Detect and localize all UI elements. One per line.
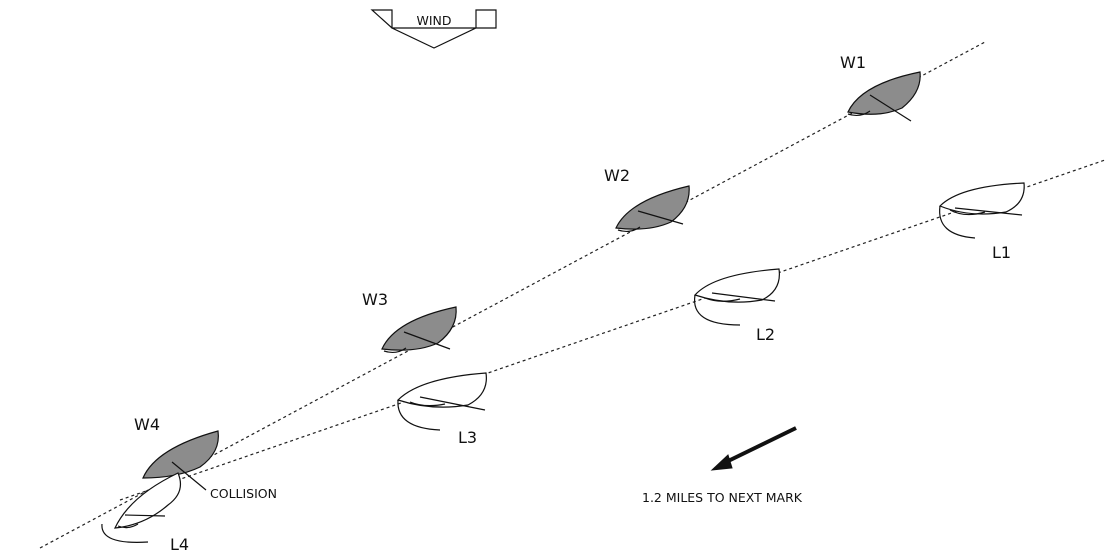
next-mark-indicator: 1.2 MILES TO NEXT MARK xyxy=(642,426,803,505)
boat-label: L4 xyxy=(170,535,189,554)
boat-label: L1 xyxy=(992,243,1011,262)
boat-l2: L2 xyxy=(693,268,780,344)
boat-l3: L3 xyxy=(396,372,487,447)
boat-label: L3 xyxy=(458,428,477,447)
boat-w1: W1 xyxy=(840,53,921,122)
next-mark-arrow-icon xyxy=(721,426,797,466)
collision-pointer xyxy=(171,461,207,491)
boat-w4: W4 xyxy=(134,415,219,479)
wind-indicator: WIND xyxy=(370,9,497,49)
windward-track xyxy=(39,41,986,549)
boat-label: W1 xyxy=(840,53,866,72)
boat-w3: W3 xyxy=(362,290,457,354)
wind-label: WIND xyxy=(416,13,451,28)
wind-arrow-icon xyxy=(370,9,497,49)
boat-label: L2 xyxy=(756,325,775,344)
collision-label: COLLISION xyxy=(210,486,277,501)
boat-l4: L4 xyxy=(101,472,189,554)
boat-label: W3 xyxy=(362,290,388,309)
boat-label: W4 xyxy=(134,415,160,434)
boat-w2: W2 xyxy=(604,166,690,233)
boat-label: W2 xyxy=(604,166,630,185)
next-mark-label: 1.2 MILES TO NEXT MARK xyxy=(642,490,803,505)
boat-l1: L1 xyxy=(938,182,1025,262)
